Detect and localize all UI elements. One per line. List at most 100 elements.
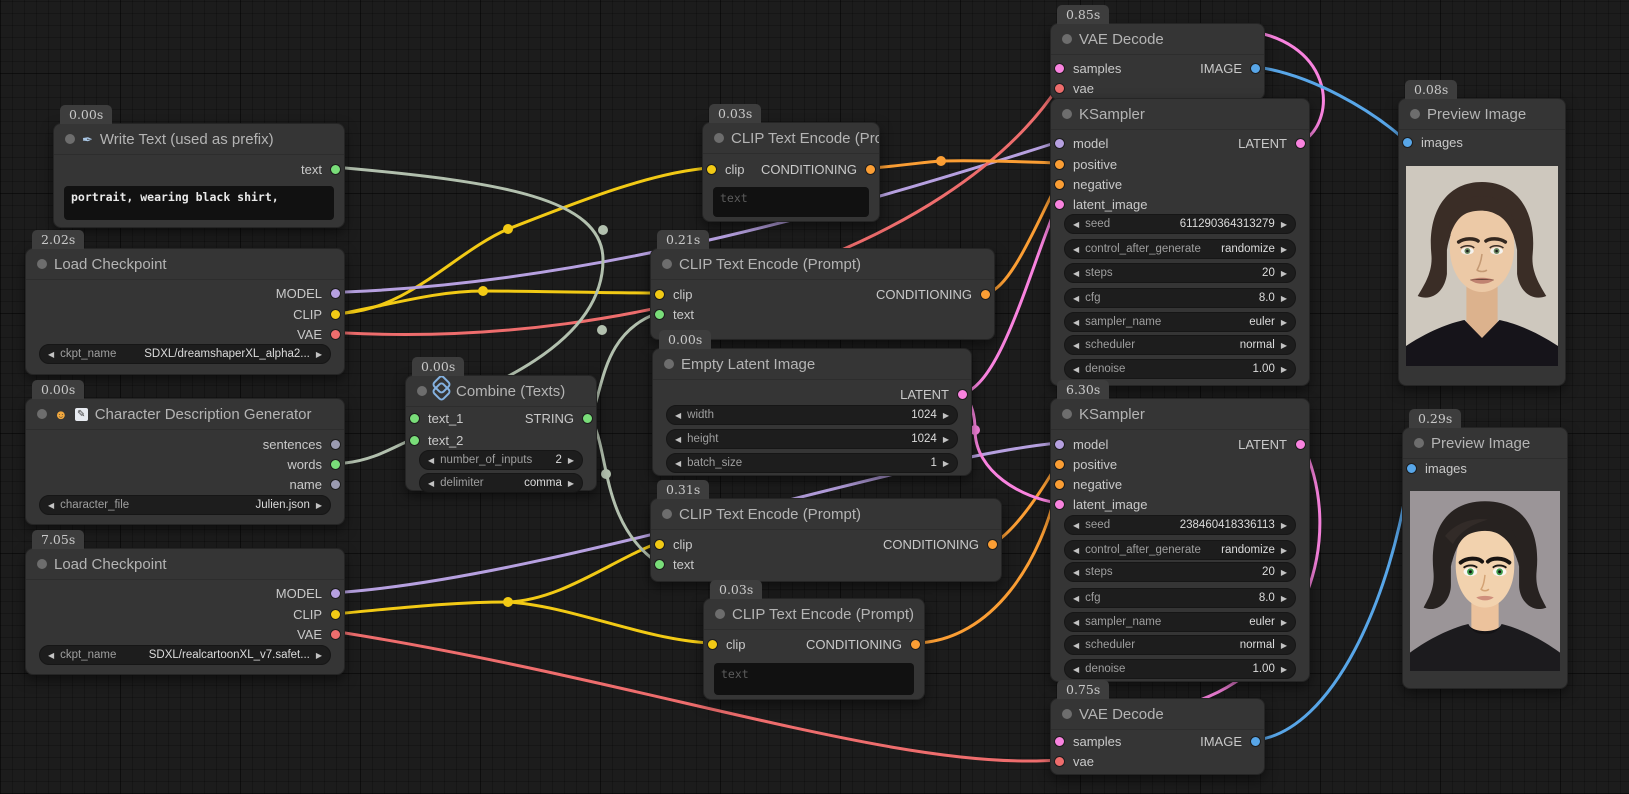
- widget-scheduler[interactable]: ◀ scheduler normal ▶: [1064, 335, 1296, 355]
- decrement-arrow-icon[interactable]: ◀: [1073, 640, 1080, 650]
- increment-arrow-icon[interactable]: ▶: [1280, 268, 1287, 278]
- wire-cond1-to-positive1-b[interactable]: [939, 159, 1060, 165]
- collapse-dot-icon[interactable]: [714, 133, 724, 143]
- load-checkpoint-2-output-dot-VAE[interactable]: [330, 628, 341, 640]
- decrement-arrow-icon[interactable]: ◀: [1073, 520, 1080, 530]
- increment-arrow-icon[interactable]: ▶: [567, 478, 574, 488]
- node-load-checkpoint-1[interactable]: 2.02s Load Checkpoint MODEL CLIP VAE ◀ ckpt_na…: [25, 230, 345, 375]
- widget-number_of_inputs[interactable]: ◀ number_of_inputs 2 ▶: [419, 450, 583, 470]
- increment-arrow-icon[interactable]: ▶: [1280, 293, 1287, 303]
- node-header[interactable]: KSampler: [1051, 99, 1309, 130]
- collapse-dot-icon[interactable]: [1410, 109, 1420, 119]
- vae-decode-1-output-dot-IMAGE[interactable]: [1250, 62, 1261, 74]
- wire-words-to-combine2[interactable]: [343, 437, 415, 465]
- decrement-arrow-icon[interactable]: ◀: [1073, 317, 1080, 327]
- wire-string-to-encode2-text[interactable]: [587, 311, 660, 419]
- node-header[interactable]: CLIP Text Encode (Prompt): [704, 599, 924, 630]
- node-header[interactable]: Empty Latent Image: [653, 349, 971, 380]
- collapse-dot-icon[interactable]: [1062, 409, 1072, 419]
- vae-decode-2-input-dot-samples[interactable]: [1054, 735, 1065, 747]
- wire-clip1-to-encode1-b[interactable]: [506, 166, 712, 231]
- ksampler-2-input-dot-latent_image[interactable]: [1054, 498, 1065, 510]
- node-vae-decode-1[interactable]: 0.85s VAE Decode samples vae IMAGE: [1050, 5, 1265, 100]
- wire-latent-to-ksampler1[interactable]: [962, 201, 1060, 395]
- decrement-arrow-icon[interactable]: ◀: [1073, 567, 1080, 577]
- node-preview-1[interactable]: 0.08s Preview Image images: [1398, 80, 1566, 386]
- combine-texts-input-dot-text_2[interactable]: [409, 434, 420, 446]
- increment-arrow-icon[interactable]: ▶: [567, 455, 574, 465]
- widget-denoise[interactable]: ◀ denoise 1.00 ▶: [1064, 659, 1296, 679]
- node-load-checkpoint-2[interactable]: 7.05s Load Checkpoint MODEL CLIP VAE ◀ ckpt_na…: [25, 530, 345, 675]
- load-checkpoint-2-output-dot-CLIP[interactable]: [330, 608, 341, 620]
- increment-arrow-icon[interactable]: ▶: [315, 650, 322, 660]
- ksampler-1-input-dot-latent_image[interactable]: [1054, 198, 1065, 210]
- collapse-dot-icon[interactable]: [662, 259, 672, 269]
- node-header[interactable]: VAE Decode: [1051, 699, 1264, 730]
- collapse-dot-icon[interactable]: [65, 134, 75, 144]
- clip-encode-1-input-dot-clip[interactable]: [706, 163, 717, 175]
- increment-arrow-icon[interactable]: ▶: [1280, 340, 1287, 350]
- node-character-generator[interactable]: 0.00s ☻ ✎ Character Description Generator se…: [25, 380, 345, 525]
- prompt-textarea[interactable]: text: [714, 663, 914, 695]
- write-text-output-dot-text[interactable]: [330, 163, 341, 175]
- character-generator-output-dot-name[interactable]: [330, 478, 341, 490]
- widget-sampler_name[interactable]: ◀ sampler_name euler ▶: [1064, 312, 1296, 332]
- load-checkpoint-1-output-dot-CLIP[interactable]: [330, 308, 341, 320]
- decrement-arrow-icon[interactable]: ◀: [48, 349, 55, 359]
- prompt-textarea[interactable]: portrait, wearing black shirt,: [64, 186, 334, 220]
- decrement-arrow-icon[interactable]: ◀: [1073, 340, 1080, 350]
- node-header[interactable]: Preview Image: [1403, 428, 1567, 459]
- node-clip-encode-4[interactable]: 0.03s CLIP Text Encode (Prompt) clip CONDIT…: [703, 580, 925, 700]
- decrement-arrow-icon[interactable]: ◀: [1073, 244, 1080, 254]
- widget-seed[interactable]: ◀ seed 238460418336113 ▶: [1064, 515, 1296, 535]
- collapse-dot-icon[interactable]: [37, 409, 47, 419]
- character-generator-output-dot-sentences[interactable]: [330, 438, 341, 450]
- decrement-arrow-icon[interactable]: ◀: [1073, 219, 1080, 229]
- wire-cond2-to-negative1[interactable]: [985, 181, 1060, 295]
- increment-arrow-icon[interactable]: ▶: [1280, 364, 1287, 374]
- decrement-arrow-icon[interactable]: ◀: [48, 500, 55, 510]
- node-header[interactable]: ✒ Write Text (used as prefix): [54, 124, 344, 155]
- wire-clip1-to-encode2-b[interactable]: [481, 289, 660, 295]
- node-vae-decode-2[interactable]: 0.75s VAE Decode samples vae IMAGE: [1050, 680, 1265, 775]
- preview-1-input-dot-images[interactable]: [1402, 136, 1413, 148]
- node-empty-latent[interactable]: 0.00s Empty Latent Image LATENT ◀ width 1024 ▶…: [652, 330, 972, 476]
- node-header[interactable]: Load Checkpoint: [26, 249, 344, 280]
- decrement-arrow-icon[interactable]: ◀: [48, 650, 55, 660]
- load-checkpoint-2-output-dot-MODEL[interactable]: [330, 587, 341, 599]
- node-preview-2[interactable]: 0.29s Preview Image images: [1402, 409, 1568, 689]
- node-header[interactable]: CLIP Text Encode (Prompt): [651, 499, 1001, 530]
- decrement-arrow-icon[interactable]: ◀: [428, 478, 435, 488]
- node-header[interactable]: CLIP Text Encode (Prompt): [703, 123, 879, 154]
- collapse-dot-icon[interactable]: [37, 259, 47, 269]
- collapse-dot-icon[interactable]: [1414, 438, 1424, 448]
- widget-seed[interactable]: ◀ seed 611290364313279 ▶: [1064, 214, 1296, 234]
- increment-arrow-icon[interactable]: ▶: [315, 500, 322, 510]
- vae-decode-1-input-dot-vae[interactable]: [1054, 82, 1065, 94]
- empty-latent-output-dot-LATENT[interactable]: [957, 388, 968, 400]
- clip-encode-2-input-dot-text[interactable]: [654, 308, 665, 320]
- wire-model1-to-ksampler1[interactable]: [343, 140, 1060, 294]
- decrement-arrow-icon[interactable]: ◀: [1073, 268, 1080, 278]
- combine-texts-input-dot-text_1[interactable]: [409, 412, 420, 424]
- widget-steps[interactable]: ◀ steps 20 ▶: [1064, 263, 1296, 283]
- collapse-dot-icon[interactable]: [1062, 34, 1072, 44]
- node-header[interactable]: CLIP Text Encode (Prompt): [651, 249, 994, 280]
- node-header[interactable]: Preview Image: [1399, 99, 1565, 130]
- increment-arrow-icon[interactable]: ▶: [942, 458, 949, 468]
- widget-character_file[interactable]: ◀ character_file Julien.json ▶: [39, 495, 331, 515]
- increment-arrow-icon[interactable]: ▶: [1280, 593, 1287, 603]
- node-clip-encode-2[interactable]: 0.21s CLIP Text Encode (Prompt) clip text CO…: [650, 230, 995, 340]
- widget-delimiter[interactable]: ◀ delimiter comma ▶: [419, 473, 583, 493]
- wire-decode2-to-preview2[interactable]: [1255, 465, 1412, 742]
- node-combine-texts[interactable]: 0.00s Combine (Texts) text_1 text_2 STRING ◀ n…: [405, 357, 597, 493]
- collapse-dot-icon[interactable]: [662, 509, 672, 519]
- clip-encode-1-output-dot-CONDITIONING[interactable]: [865, 163, 876, 175]
- widget-cfg[interactable]: ◀ cfg 8.0 ▶: [1064, 288, 1296, 308]
- decrement-arrow-icon[interactable]: ◀: [1073, 593, 1080, 603]
- wire-vae2-to-decode2[interactable]: [343, 631, 1060, 763]
- ksampler-1-input-dot-positive[interactable]: [1054, 158, 1065, 170]
- clip-encode-2-input-dot-clip[interactable]: [654, 288, 665, 300]
- increment-arrow-icon[interactable]: ▶: [315, 349, 322, 359]
